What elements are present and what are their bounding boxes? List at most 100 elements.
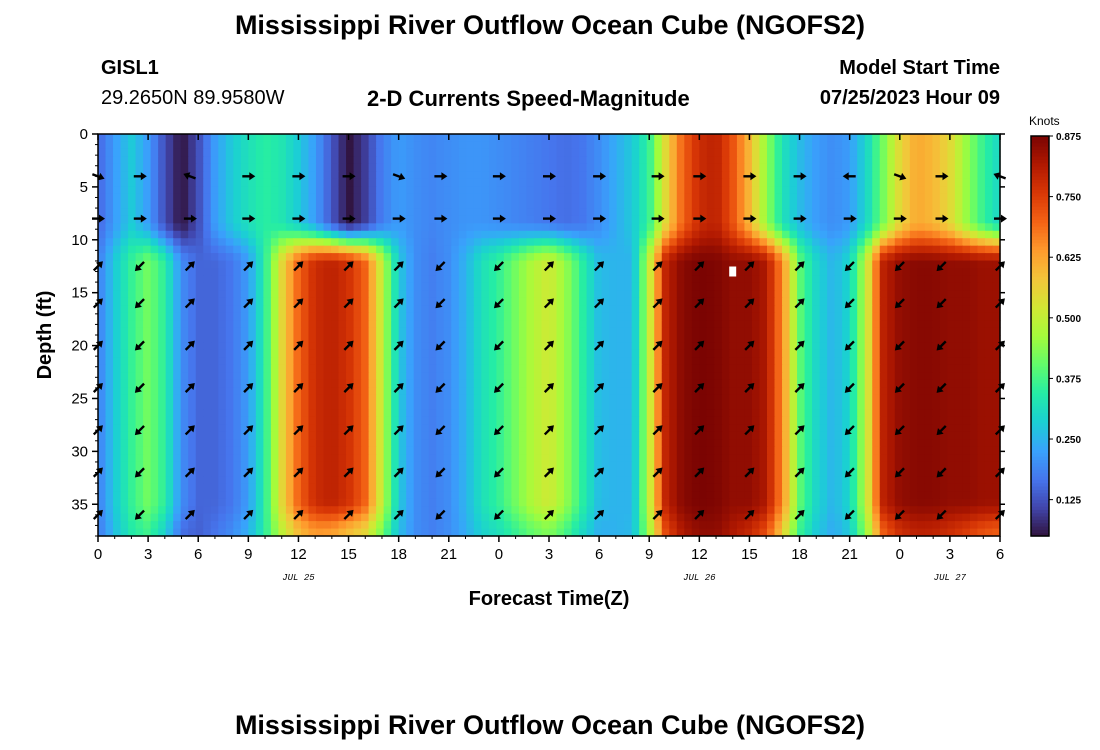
heatmap-cell bbox=[616, 349, 625, 358]
heatmap-cell bbox=[789, 253, 798, 262]
heatmap-cell bbox=[533, 357, 543, 366]
heatmap-cell bbox=[691, 193, 700, 202]
heatmap-cell bbox=[158, 178, 167, 187]
heatmap-cell bbox=[744, 364, 753, 373]
heatmap-cell bbox=[631, 260, 640, 269]
heatmap-cell bbox=[714, 141, 723, 150]
heatmap-cell bbox=[977, 178, 986, 187]
heatmap-cell bbox=[113, 320, 122, 329]
heatmap-cell bbox=[924, 148, 933, 157]
heatmap-cell bbox=[797, 305, 806, 314]
heatmap-cell bbox=[947, 282, 956, 291]
heatmap-cell bbox=[969, 186, 979, 195]
heatmap-cell bbox=[158, 312, 167, 321]
heatmap-cell bbox=[909, 134, 918, 143]
heatmap-cell bbox=[804, 186, 813, 195]
heatmap-cell bbox=[353, 193, 362, 202]
heatmap-cell bbox=[511, 335, 520, 344]
heatmap-cell bbox=[879, 238, 888, 247]
heatmap-cell bbox=[338, 402, 347, 411]
heatmap-cell bbox=[361, 238, 370, 247]
heatmap-cell bbox=[210, 178, 219, 187]
heatmap-cell bbox=[804, 379, 813, 388]
heatmap-cell bbox=[661, 148, 670, 157]
heatmap-cell bbox=[210, 186, 219, 195]
heatmap-cell bbox=[646, 156, 655, 165]
heatmap-cell bbox=[105, 230, 114, 239]
heatmap-cell bbox=[248, 163, 257, 172]
heatmap-cell bbox=[180, 372, 189, 381]
heatmap-cell bbox=[413, 290, 422, 299]
heatmap-cell bbox=[601, 238, 610, 247]
heatmap-cell bbox=[609, 208, 618, 217]
heatmap-cell bbox=[496, 364, 505, 373]
heatmap-cell bbox=[797, 327, 806, 336]
heatmap-cell bbox=[721, 335, 730, 344]
heatmap-cell bbox=[984, 156, 994, 165]
heatmap-cell bbox=[902, 141, 911, 150]
heatmap-cell bbox=[458, 357, 467, 366]
heatmap-cell bbox=[135, 327, 144, 336]
heatmap-cell bbox=[751, 402, 761, 411]
heatmap-cell bbox=[105, 320, 114, 329]
heatmap-cell bbox=[293, 178, 302, 187]
heatmap-cell bbox=[240, 402, 249, 411]
heatmap-cell bbox=[631, 193, 640, 202]
heatmap-cell bbox=[278, 335, 287, 344]
heatmap-cell bbox=[564, 245, 573, 254]
heatmap-cell bbox=[887, 163, 896, 172]
heatmap-cell bbox=[819, 193, 828, 202]
heatmap-cell bbox=[782, 268, 791, 277]
heatmap-cell bbox=[789, 186, 798, 195]
heatmap-cell bbox=[887, 402, 896, 411]
heatmap-cell bbox=[992, 297, 1001, 306]
heatmap-cell bbox=[879, 141, 888, 150]
heatmap-cell bbox=[173, 335, 182, 344]
heatmap-cell bbox=[300, 327, 310, 336]
heatmap-cell bbox=[406, 134, 415, 143]
heatmap-cell bbox=[338, 171, 347, 180]
heatmap-cell bbox=[165, 335, 174, 344]
heatmap-cell bbox=[210, 193, 219, 202]
heatmap-cell bbox=[917, 171, 926, 180]
heatmap-cell bbox=[270, 208, 279, 217]
heatmap-cell bbox=[128, 156, 137, 165]
heatmap-cell bbox=[188, 439, 197, 448]
heatmap-cell bbox=[293, 312, 302, 321]
heatmap-cell bbox=[706, 402, 715, 411]
heatmap-cell bbox=[210, 134, 219, 143]
heatmap-cell bbox=[323, 416, 332, 425]
heatmap-cell bbox=[526, 431, 535, 440]
heatmap-cell bbox=[549, 364, 558, 373]
heatmap-cell bbox=[774, 215, 783, 224]
heatmap-cell bbox=[406, 282, 415, 291]
heatmap-cell bbox=[391, 193, 400, 202]
heatmap-cell bbox=[113, 416, 122, 425]
heatmap-cell bbox=[135, 357, 144, 366]
heatmap-cell bbox=[473, 268, 482, 277]
heatmap-cell bbox=[180, 178, 189, 187]
heatmap-cell bbox=[113, 282, 122, 291]
heatmap-cell bbox=[240, 223, 249, 232]
heatmap-cell bbox=[293, 349, 302, 358]
heatmap-cell bbox=[173, 357, 182, 366]
heatmap-cell bbox=[203, 230, 212, 239]
heatmap-cell bbox=[458, 238, 467, 247]
heatmap-cell bbox=[233, 439, 242, 448]
heatmap-cell bbox=[436, 312, 445, 321]
heatmap-cell bbox=[406, 402, 415, 411]
heatmap-cell bbox=[233, 431, 242, 440]
heatmap-cell bbox=[421, 163, 430, 172]
heatmap-cell bbox=[413, 148, 422, 157]
heatmap-cell bbox=[496, 282, 505, 291]
heatmap-cell bbox=[819, 402, 828, 411]
heatmap-cell bbox=[315, 201, 325, 210]
heatmap-cell bbox=[864, 297, 873, 306]
heatmap-cell bbox=[173, 245, 182, 254]
heatmap-cell bbox=[992, 260, 1001, 269]
heatmap-cell bbox=[488, 335, 497, 344]
heatmap-cell bbox=[503, 193, 513, 202]
heatmap-cell bbox=[564, 201, 573, 210]
heatmap-cell bbox=[676, 260, 685, 269]
heatmap-cell bbox=[872, 163, 881, 172]
